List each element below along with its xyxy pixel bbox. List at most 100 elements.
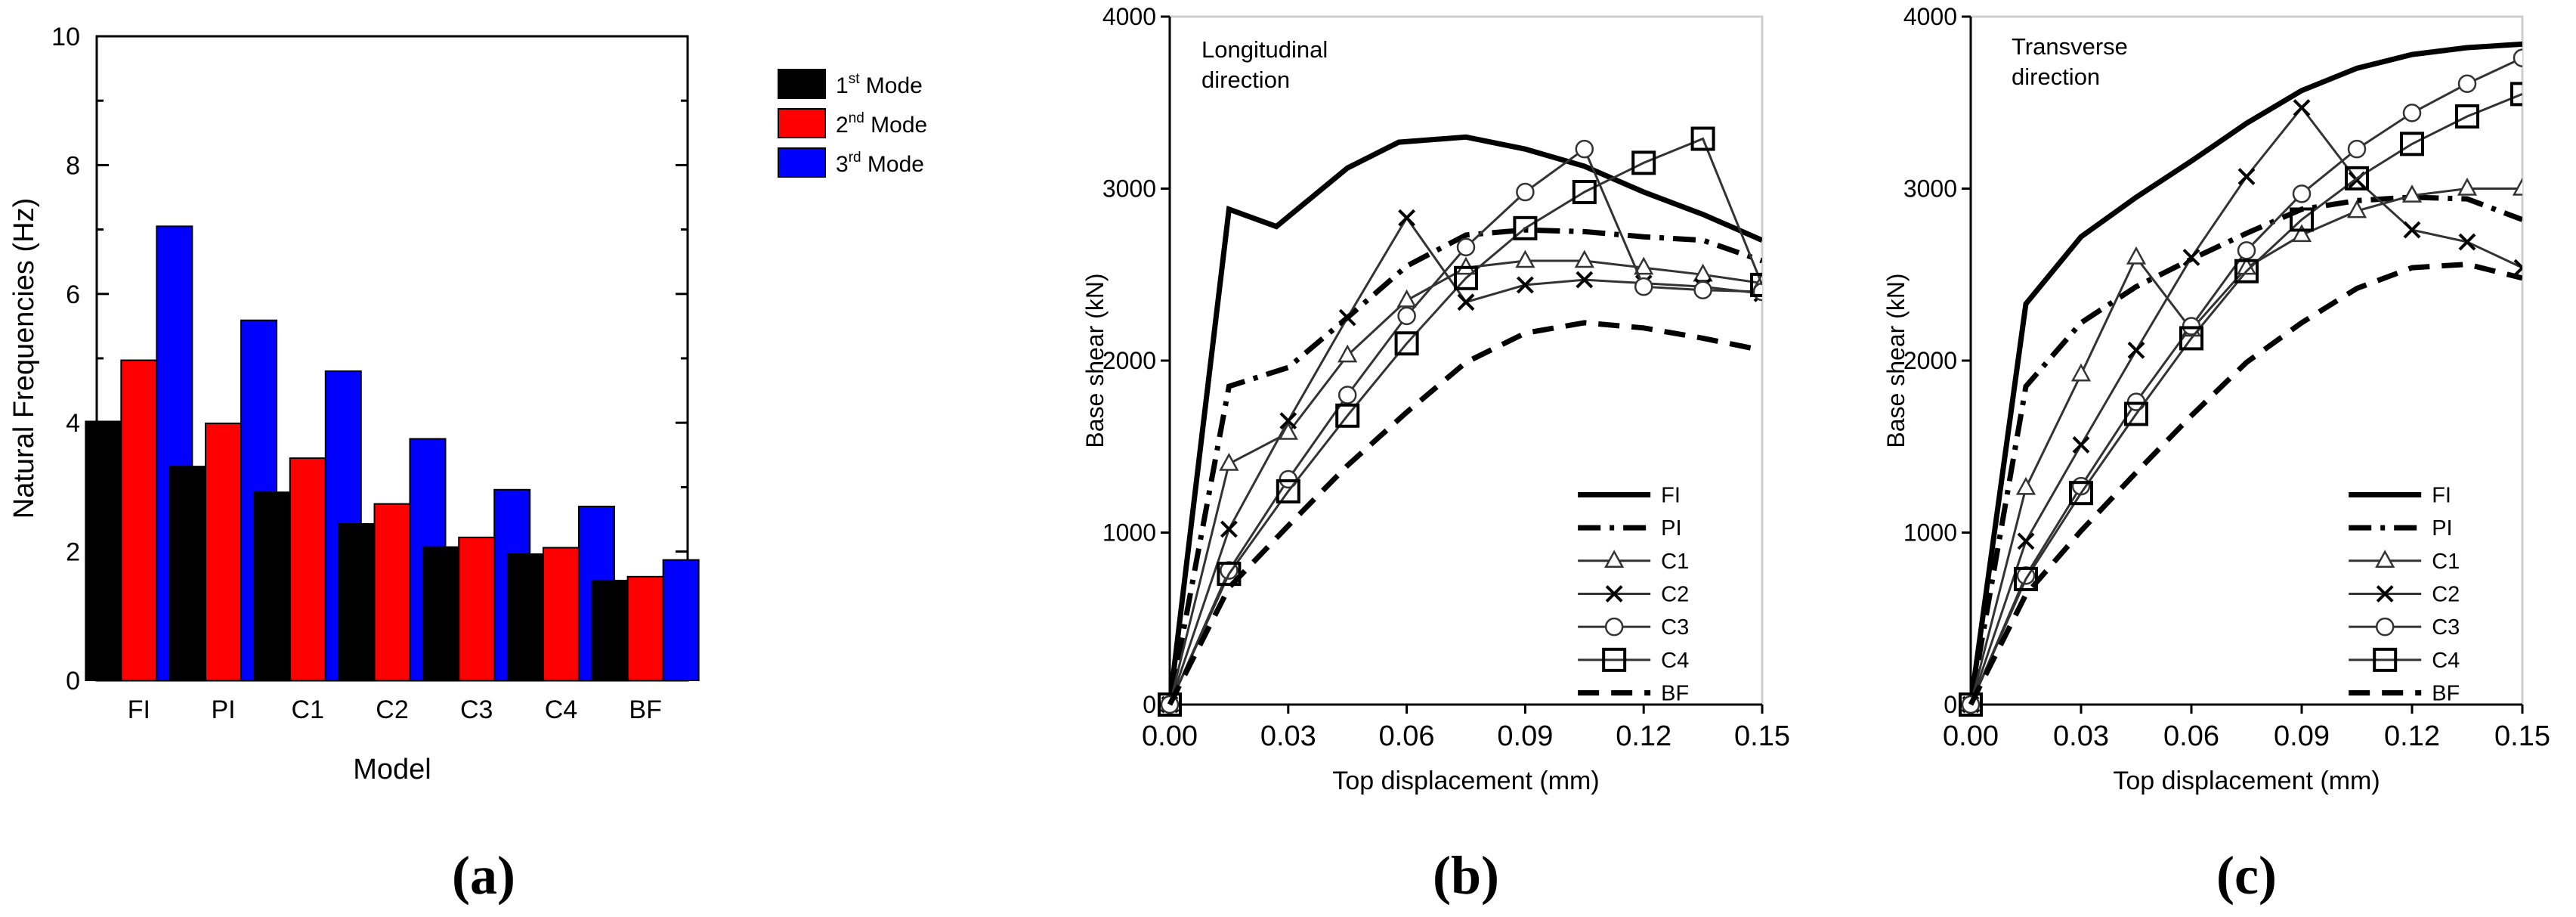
data-point-c1 (1396, 289, 1417, 308)
panel-c-transverse-chart: 0 1000 2000 3000 4000 0.00 0.03 0.06 0.09 0.12 0.1… (1882, 3, 2550, 906)
data-point-c2 (1338, 308, 1356, 327)
data-point-c4 (1959, 692, 1983, 717)
data-point-c1 (2401, 184, 2423, 203)
bar-c1-series-2 (289, 457, 326, 681)
y-tick-label: 3000 (1102, 175, 1156, 203)
legend-swatch (778, 69, 826, 99)
data-point-c1 (2457, 177, 2478, 196)
bar-c2-series-1 (338, 522, 376, 681)
bar-c4-series-2 (542, 547, 580, 681)
data-point-c4 (1690, 126, 1715, 151)
data-point-c3 (1634, 277, 1653, 296)
data-point-c3 (2457, 74, 2477, 93)
y-tick-label: 0 (1944, 691, 1957, 718)
x-axis-label: Model (353, 754, 431, 785)
legend-marker-c4 (2373, 647, 2398, 672)
panel-b-longitudinal-chart: 0 1000 2000 3000 4000 0.00 0.03 0.06 0.09 0.12 0.1… (1081, 3, 1790, 906)
bar-bf-series-3 (662, 559, 700, 682)
data-point-c1 (2126, 246, 2147, 265)
y-tick-label: 2000 (1102, 347, 1156, 374)
legend-label-c4: C4 (2432, 649, 2460, 673)
legend-marker-c3 (1604, 617, 1624, 637)
data-point-c4 (2069, 481, 2093, 506)
legend-label-c4: C4 (1661, 649, 1689, 673)
data-point-c4 (1631, 150, 1656, 175)
legend-swatch (778, 147, 826, 178)
legend-label-superscript: st (849, 71, 861, 87)
data-point-c4 (2400, 132, 2424, 156)
data-point-c2 (2017, 532, 2035, 550)
y-tick-label: 8 (66, 151, 80, 180)
data-point-c1 (2070, 363, 2092, 382)
data-point-c4 (1750, 272, 1762, 297)
series-c4 (1158, 126, 1762, 717)
panel-caption: (c) (2216, 845, 2277, 906)
y-tick-label: 4000 (1903, 3, 1957, 30)
legend-label-bf: BF (2432, 682, 2460, 706)
y-axis-label: Base shear (kN) (1882, 273, 1910, 448)
series-line-pi (1968, 194, 2522, 705)
data-point-c4 (1158, 692, 1182, 717)
x-tick-label: C4 (545, 695, 577, 724)
legend-label: 1st Mode (836, 71, 923, 98)
legend-label-c2: C2 (1661, 582, 1689, 606)
series-fi (1167, 134, 1762, 705)
legend-label-rest: Mode (864, 113, 927, 138)
bar-bf-series-1 (591, 579, 629, 681)
data-point-c3 (2513, 48, 2522, 67)
x-tick-label: 0.00 (1943, 720, 1999, 752)
x-tick-label: 0.03 (1260, 720, 1316, 752)
bar-pi-series-2 (205, 423, 243, 681)
y-tick-label: 1000 (1903, 519, 1957, 547)
bar-c1-series-1 (253, 491, 291, 681)
legend-label-c1: C1 (2432, 550, 2460, 574)
bar-fi-series-2 (120, 359, 158, 681)
data-point-c3 (2237, 241, 2256, 260)
x-tick-label: 0.06 (1379, 720, 1435, 752)
data-point-c4 (1335, 403, 1360, 428)
legend-marker-c2 (2376, 585, 2394, 603)
panel-caption: (b) (1433, 845, 1499, 906)
direction-annotation: Transverse (2012, 33, 2128, 60)
direction-annotation: direction (1201, 67, 1290, 93)
data-point-c1 (1574, 249, 1594, 268)
data-point-c1 (1278, 421, 1298, 440)
data-point-c2 (1576, 271, 1594, 289)
x-tick-label: 0.15 (2494, 720, 2550, 752)
series-c3 (1160, 139, 1762, 714)
y-tick-label: 3000 (1903, 175, 1957, 203)
y-tick-label: 4000 (1102, 3, 1156, 30)
legend-label-rest: Mode (861, 152, 924, 177)
y-tick-label: 2 (66, 538, 80, 567)
x-tick-label: 0.12 (2384, 720, 2440, 752)
legend-label-pi: PI (2432, 516, 2452, 541)
data-point-c2 (2072, 436, 2090, 454)
data-point-c1 (1219, 452, 1239, 471)
data-point-c1 (2346, 200, 2367, 218)
x-tick-label: PI (212, 695, 236, 724)
series-line-bf (1167, 320, 1762, 706)
legend-marker-c4 (1602, 647, 1627, 672)
legend-label-superscript: rd (849, 150, 861, 166)
data-point-c4 (1276, 479, 1300, 503)
y-tick-label: 10 (51, 23, 80, 51)
y-tick-label: 0 (1143, 691, 1156, 718)
x-tick-label: C3 (460, 695, 493, 724)
x-tick-label: FI (128, 695, 150, 724)
series-line-bf (1968, 262, 2522, 706)
data-point-c4 (2179, 326, 2203, 351)
x-tick-label: 0.03 (2053, 720, 2109, 752)
legend-label-bf: BF (1661, 682, 1689, 706)
data-point-c3 (2402, 104, 2422, 122)
panel-a-bar-chart: 0 2 4 6 8 10 FI PI C1 C2 C3 C4 BF Model Natural Freque… (8, 23, 927, 906)
bar-c3-series-2 (458, 536, 496, 682)
data-point-c3 (1752, 282, 1762, 302)
bar-c4-series-1 (506, 553, 544, 681)
data-point-c2 (2458, 233, 2476, 251)
data-point-c2 (2403, 221, 2421, 239)
data-point-c2 (2237, 168, 2256, 185)
data-point-c1 (1515, 249, 1535, 268)
data-point-c4 (2345, 166, 2369, 191)
y-tick-label: 6 (66, 280, 80, 309)
series-line-c4 (1168, 137, 1762, 705)
